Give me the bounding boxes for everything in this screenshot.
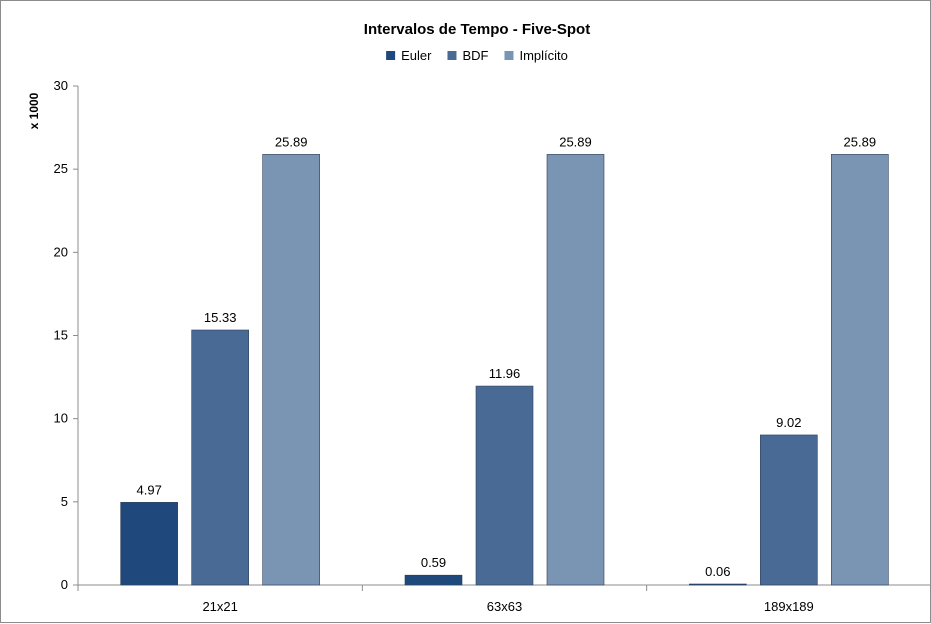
y-tick-label: 10 (54, 411, 68, 426)
y-tick-label: 5 (61, 494, 68, 509)
bar-bdf-63x63 (475, 385, 534, 586)
y-tick-label: 25 (54, 161, 68, 176)
y-tick-label: 20 (54, 244, 68, 259)
chart-title: Intervalos de Tempo - Five-Spot (364, 21, 590, 38)
legend-label: BDF (462, 48, 488, 63)
data-label: 11.96 (489, 366, 521, 381)
legend-label: Euler (401, 48, 432, 63)
bar-euler-21x21 (120, 502, 178, 586)
bar-impl-cito-21x21 (262, 154, 320, 586)
legend-swatch (386, 51, 396, 60)
x-tick-label: 63x63 (487, 599, 522, 614)
bar-bdf-189x189 (760, 434, 818, 586)
bar-euler-63x63 (404, 574, 463, 586)
legend: Euler BDF Implícito (386, 48, 568, 63)
y-tick-label: 30 (54, 78, 68, 93)
data-label: 0.59 (421, 555, 446, 570)
y-axis: 0 5 10 15 20 25 30 (54, 78, 79, 592)
legend-item: Euler (386, 48, 432, 63)
bar-euler-189x189 (689, 583, 747, 586)
x-axis: 21x21 63x63 189x189 (77, 584, 931, 614)
y-axis-label: x 1000 (27, 92, 41, 129)
x-tick-label: 21x21 (202, 599, 237, 614)
data-labels: 4.97 0.59 0.06 15.33 11.96 9.02 25.89 25.89 25.8… (137, 134, 877, 579)
data-label: 25.89 (559, 134, 592, 149)
legend-item: BDF (447, 48, 489, 63)
data-label: 9.02 (776, 415, 801, 430)
bar-impl-cito-63x63 (546, 154, 605, 586)
legend-swatch (447, 51, 457, 60)
data-label: 25.89 (275, 134, 308, 149)
data-label: 0.06 (705, 564, 730, 579)
data-label: 25.89 (844, 134, 877, 149)
legend-swatch (504, 51, 514, 60)
data-label: 4.97 (137, 482, 162, 497)
bar-bdf-21x21 (191, 329, 249, 586)
legend-label: Implícito (519, 48, 567, 63)
data-label: 15.33 (204, 310, 237, 325)
bars (120, 154, 889, 586)
y-tick-label: 15 (54, 328, 68, 343)
y-tick-label: 0 (61, 577, 68, 592)
legend-item: Implícito (504, 48, 568, 63)
bar-impl-cito-189x189 (831, 154, 889, 586)
x-tick-label: 189x189 (764, 599, 814, 614)
